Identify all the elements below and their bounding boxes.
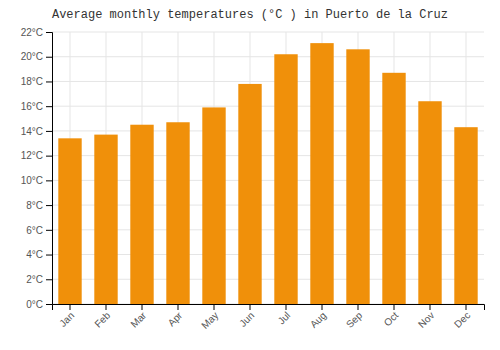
y-tick-mark (46, 180, 52, 181)
x-tick: Jan (57, 304, 76, 329)
x-tick-label: Dec (452, 310, 472, 330)
bar (130, 125, 153, 304)
x-tick: Sep (344, 304, 365, 330)
y-tick: 6°C (26, 225, 52, 236)
y-tick-label: 4°C (26, 249, 43, 260)
y-tick-label: 10°C (21, 175, 43, 186)
x-axis-line (53, 305, 485, 311)
title: Average monthly temperatures (°C ) in Pu… (52, 8, 448, 22)
x-tick: Oct (382, 304, 401, 328)
x-tick: Jul (276, 304, 293, 326)
x-tick-label: Oct (382, 310, 401, 329)
x-tick: Feb (92, 304, 112, 330)
bar (382, 73, 405, 304)
y-tick-label: 14°C (21, 126, 43, 137)
y-tick-label: 16°C (21, 101, 43, 112)
y-tick-mark (46, 106, 52, 107)
x-axis: Jan Feb Mar Apr May Jun Jul Aug Sep Oct Nov Dec (53, 304, 485, 331)
bar (238, 84, 261, 304)
bars (58, 43, 477, 304)
y-tick-mark (46, 156, 52, 157)
y-tick-mark (46, 255, 52, 256)
bar (274, 54, 297, 304)
y-tick: 0°C (26, 299, 52, 310)
x-tick: Jun (237, 304, 256, 329)
y-axis-line (46, 33, 53, 305)
x-tick-label: Feb (92, 309, 112, 329)
y-tick: 18°C (21, 76, 52, 87)
y-tick-label: 18°C (21, 76, 43, 87)
x-tick: May (199, 304, 220, 331)
y-grid-line (52, 56, 484, 57)
y-tick: 14°C (21, 126, 52, 137)
bar (454, 127, 477, 304)
y-tick-mark (46, 304, 52, 305)
x-tick-mark (250, 304, 251, 310)
x-tick: Dec (452, 304, 472, 330)
y-tick: 2°C (26, 274, 52, 285)
x-tick-label: May (199, 310, 220, 331)
x-tick: Apr (166, 304, 185, 328)
x-tick-label: Nov (416, 310, 436, 330)
y-tick-mark (46, 230, 52, 231)
x-tick: Mar (128, 304, 148, 330)
x-tick-mark (322, 304, 323, 310)
x-tick-label: Mar (128, 309, 148, 329)
x-tick-label: Aug (308, 310, 328, 330)
x-tick-mark (394, 304, 395, 310)
x-tick-label: Apr (166, 309, 185, 328)
x-tick: Aug (308, 304, 328, 330)
x-tick-mark (466, 304, 467, 310)
bar (346, 49, 369, 304)
y-tick: 8°C (26, 200, 52, 211)
bar (418, 101, 441, 304)
bar (166, 122, 189, 304)
y-grid-line (52, 81, 484, 82)
y-tick-label: 6°C (26, 225, 43, 236)
y-tick-mark (46, 57, 52, 58)
chart: Average monthly temperatures (°C ) in Pu… (0, 0, 500, 350)
x-tick-label: Jul (276, 310, 293, 327)
x-tick-label: Jan (57, 310, 76, 329)
y-tick-label: 0°C (26, 299, 43, 310)
bar (58, 138, 81, 304)
y-tick: 16°C (21, 101, 52, 112)
y-tick-label: 12°C (21, 150, 43, 161)
y-tick-mark (46, 279, 52, 280)
bar (94, 135, 117, 304)
x-tick: Nov (416, 304, 436, 330)
x-tick-mark (70, 304, 71, 310)
y-tick-mark (46, 81, 52, 82)
x-tick-mark (214, 304, 215, 310)
bar (202, 107, 225, 304)
y-tick: 12°C (21, 150, 52, 161)
y-tick: 4°C (26, 249, 52, 260)
grid (52, 32, 484, 304)
y-tick: 22°C (21, 27, 52, 38)
x-tick-label: Jun (237, 310, 256, 329)
x-tick-mark (178, 304, 179, 310)
y-tick-mark (46, 32, 52, 33)
x-tick-mark (286, 304, 287, 310)
y-grid-line (52, 32, 484, 33)
y-tick: 20°C (21, 51, 52, 62)
y-tick-label: 8°C (26, 200, 43, 211)
x-tick-label: Sep (344, 309, 365, 330)
y-tick: 10°C (21, 175, 52, 186)
x-tick-mark (430, 304, 431, 310)
y-tick-mark (46, 205, 52, 206)
y-tick-label: 2°C (26, 274, 43, 285)
y-tick-label: 22°C (21, 27, 43, 38)
bar (310, 43, 333, 304)
y-axis: 0°C 2°C 4°C 6°C 8°C 10°C 12°C 14°C 16°C 18°C 20°C 2… (21, 27, 53, 310)
x-tick-mark (106, 304, 107, 310)
y-tick-mark (46, 131, 52, 132)
x-tick-mark (358, 304, 359, 310)
x-tick-mark (142, 304, 143, 310)
plot-area: 0°C 2°C 4°C 6°C 8°C 10°C 12°C 14°C 16°C 18°C 20°C 2… (21, 27, 485, 331)
y-tick-label: 20°C (21, 51, 43, 62)
